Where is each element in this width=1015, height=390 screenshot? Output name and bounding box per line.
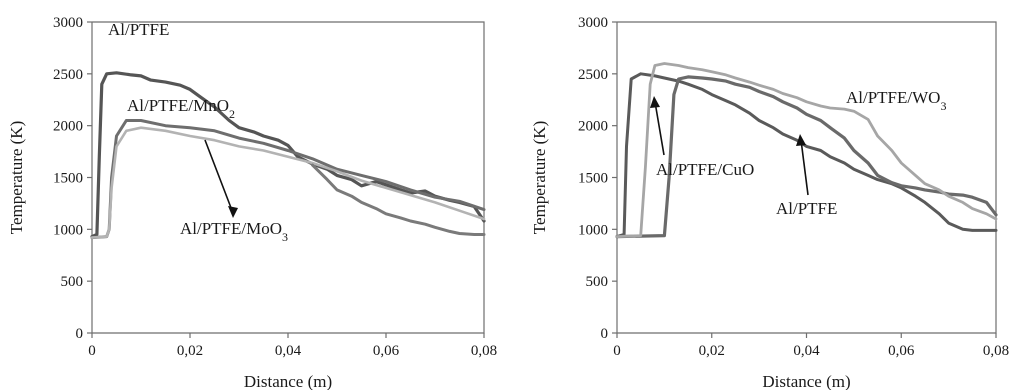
- left-x-axis-label: Distance (m): [244, 372, 332, 390]
- right-series-line-0: [615, 72, 998, 239]
- right-y-axis-label: Temperature (K): [530, 121, 549, 235]
- right-plot-frame: [616, 21, 997, 334]
- chart-right: 0 500 1000 1500 2000 2500 3000 0 0,02 0,04 0,06 0,…: [530, 15, 1009, 390]
- left-y-tick-label: 1000: [53, 222, 83, 238]
- left-label-al-ptfe-moo3: Al/PTFE/MoO3: [180, 219, 288, 244]
- left-y-tick-label: 500: [61, 274, 84, 290]
- left-y-ticks: 0 500 1000 1500 2000 2500 3000: [53, 15, 92, 342]
- right-y-tick-label: 500: [586, 274, 609, 290]
- left-label-al-ptfe: Al/PTFE: [108, 20, 169, 39]
- left-label-al-ptfe-mno2: Al/PTFE/MnO2: [127, 96, 235, 121]
- right-x-tick-label: 0,08: [983, 343, 1009, 359]
- left-y-tick-label: 2000: [53, 119, 83, 135]
- right-x-tick-label: 0,04: [793, 343, 820, 359]
- left-x-tick-label: 0,08: [471, 343, 497, 359]
- right-label-al-ptfe-cuo: Al/PTFE/CuO: [656, 160, 754, 179]
- left-series-line-2: [90, 126, 486, 239]
- left-x-tick-label: 0,02: [177, 343, 203, 359]
- left-y-axis-label: Temperature (K): [7, 121, 26, 235]
- left-series-line-0: [90, 71, 486, 239]
- left-label-moo3-subscript: 3: [282, 230, 288, 244]
- right-series-group: [615, 62, 998, 239]
- right-y-tick-label: 0: [601, 326, 609, 342]
- left-x-ticks: 0 0,02 0,04 0,06 0,08: [88, 333, 497, 359]
- right-y-tick-label: 3000: [578, 15, 608, 31]
- left-x-tick-label: 0,06: [373, 343, 400, 359]
- left-x-tick-label: 0,04: [275, 343, 302, 359]
- right-x-ticks: 0 0,02 0,04 0,06 0,08: [613, 333, 1009, 359]
- left-y-tick-label: 3000: [53, 15, 83, 31]
- left-series-group: [90, 71, 486, 240]
- right-arrow-al-ptfe: [796, 134, 809, 196]
- right-y-tick-label: 1500: [578, 171, 608, 187]
- right-y-tick-label: 2000: [578, 119, 608, 135]
- right-series-line-1: [615, 75, 998, 239]
- right-label-wo3-subscript: 3: [940, 99, 946, 113]
- right-y-tick-label: 1000: [578, 222, 608, 238]
- right-y-ticks: 0 500 1000 1500 2000 2500 3000: [578, 15, 617, 342]
- left-x-tick-label: 0: [88, 343, 96, 359]
- right-label-al-ptfe-wo3: Al/PTFE/WO3: [846, 88, 946, 113]
- left-plot-frame: [91, 21, 485, 334]
- right-y-tick-label: 2500: [578, 67, 608, 83]
- left-label-mno2-subscript: 2: [229, 107, 235, 121]
- right-x-tick-label: 0,06: [888, 343, 915, 359]
- right-x-tick-label: 0,02: [699, 343, 725, 359]
- right-arrow-cuo: [650, 96, 665, 156]
- left-y-tick-label: 0: [76, 326, 84, 342]
- right-x-tick-label: 0: [613, 343, 621, 359]
- left-series-line-3: [311, 163, 486, 236]
- left-arrow-moo3: [204, 139, 238, 218]
- right-label-al-ptfe: Al/PTFE: [776, 199, 837, 218]
- left-y-tick-label: 1500: [53, 171, 83, 187]
- right-series-line-2: [615, 62, 998, 238]
- right-x-axis-label: Distance (m): [762, 372, 850, 390]
- left-y-tick-label: 2500: [53, 67, 83, 83]
- left-series-line-1: [90, 119, 486, 240]
- chart-left: 0 500 1000 1500 2000 2500 3000 0 0,02 0,04 0,06 0,…: [7, 15, 497, 390]
